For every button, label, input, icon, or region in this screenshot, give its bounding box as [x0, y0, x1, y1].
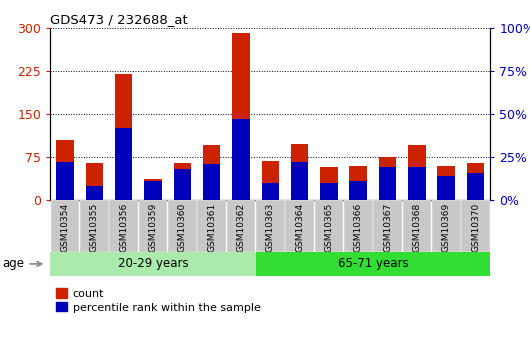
Bar — [467, 172, 484, 200]
FancyBboxPatch shape — [285, 200, 314, 252]
FancyBboxPatch shape — [51, 200, 80, 252]
Text: GSM10365: GSM10365 — [324, 203, 333, 252]
FancyBboxPatch shape — [255, 252, 490, 276]
Bar — [203, 146, 220, 200]
FancyBboxPatch shape — [80, 200, 109, 252]
Bar — [56, 140, 74, 200]
Text: GSM10360: GSM10360 — [178, 203, 187, 252]
Bar — [232, 119, 250, 200]
Bar — [115, 73, 132, 200]
Bar — [437, 166, 455, 200]
Text: GSM10361: GSM10361 — [207, 203, 216, 252]
Text: GDS473 / 232688_at: GDS473 / 232688_at — [50, 13, 188, 27]
Bar — [144, 179, 162, 200]
Bar — [349, 181, 367, 200]
Text: 20-29 years: 20-29 years — [118, 257, 188, 270]
Bar — [173, 169, 191, 200]
FancyBboxPatch shape — [403, 200, 431, 252]
Bar — [408, 146, 426, 200]
Legend: count, percentile rank within the sample: count, percentile rank within the sample — [56, 288, 260, 313]
Bar — [320, 167, 338, 200]
FancyBboxPatch shape — [373, 200, 402, 252]
Bar — [291, 162, 308, 200]
Text: age: age — [3, 257, 42, 270]
FancyBboxPatch shape — [344, 200, 373, 252]
Text: GSM10364: GSM10364 — [295, 203, 304, 252]
Bar — [115, 128, 132, 200]
Bar — [408, 167, 426, 200]
FancyBboxPatch shape — [227, 200, 255, 252]
Bar — [56, 162, 74, 200]
FancyBboxPatch shape — [315, 200, 343, 252]
Bar — [232, 33, 250, 200]
FancyBboxPatch shape — [461, 200, 490, 252]
Text: GSM10354: GSM10354 — [60, 203, 69, 252]
Text: GSM10356: GSM10356 — [119, 203, 128, 252]
Text: GSM10370: GSM10370 — [471, 203, 480, 252]
Bar — [379, 167, 396, 200]
Text: GSM10367: GSM10367 — [383, 203, 392, 252]
Text: GSM10362: GSM10362 — [236, 203, 245, 252]
Bar — [291, 144, 308, 200]
FancyBboxPatch shape — [256, 200, 285, 252]
Bar — [85, 163, 103, 200]
Text: GSM10366: GSM10366 — [354, 203, 363, 252]
Text: GSM10368: GSM10368 — [412, 203, 421, 252]
Bar — [261, 161, 279, 200]
Bar — [261, 183, 279, 200]
Text: 65-71 years: 65-71 years — [338, 257, 408, 270]
FancyBboxPatch shape — [197, 200, 226, 252]
FancyBboxPatch shape — [50, 252, 255, 276]
Bar — [320, 183, 338, 200]
Bar — [85, 186, 103, 200]
Text: GSM10359: GSM10359 — [148, 203, 157, 252]
Text: GSM10369: GSM10369 — [442, 203, 450, 252]
FancyBboxPatch shape — [432, 200, 461, 252]
Bar — [437, 176, 455, 200]
FancyBboxPatch shape — [109, 200, 138, 252]
Bar — [379, 157, 396, 200]
Text: GSM10355: GSM10355 — [90, 203, 99, 252]
Bar — [203, 164, 220, 200]
FancyBboxPatch shape — [168, 200, 197, 252]
Bar — [467, 163, 484, 200]
Text: GSM10363: GSM10363 — [266, 203, 275, 252]
FancyBboxPatch shape — [139, 200, 167, 252]
Bar — [173, 163, 191, 200]
Bar — [349, 166, 367, 200]
Bar — [144, 181, 162, 200]
